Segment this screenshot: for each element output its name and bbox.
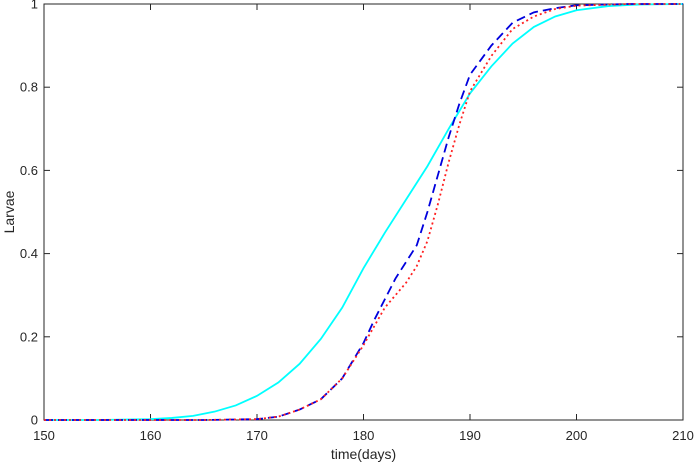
y-tick-label: 0.4 — [20, 246, 38, 261]
series-line-1 — [44, 3, 684, 421]
x-tick-label: 210 — [672, 428, 694, 443]
x-tick-label: 190 — [459, 428, 481, 443]
x-tick-label: 200 — [566, 428, 588, 443]
plot-area-frame — [43, 3, 684, 421]
y-axis-label: Larvae — [1, 190, 17, 233]
y-tick-label: 0.8 — [20, 80, 38, 95]
x-axis-label: time(days) — [331, 446, 396, 462]
y-tick-label: 0 — [31, 413, 38, 428]
x-tick-label: 180 — [353, 428, 375, 443]
y-tick-label: 0.2 — [20, 329, 38, 344]
y-tick-label: 0.6 — [20, 163, 38, 178]
series-line-3 — [44, 3, 683, 421]
x-tick-label: 150 — [33, 428, 55, 443]
x-tick-label: 160 — [140, 428, 162, 443]
y-tick-label: 1 — [31, 0, 38, 12]
x-tick-label: 170 — [246, 428, 268, 443]
